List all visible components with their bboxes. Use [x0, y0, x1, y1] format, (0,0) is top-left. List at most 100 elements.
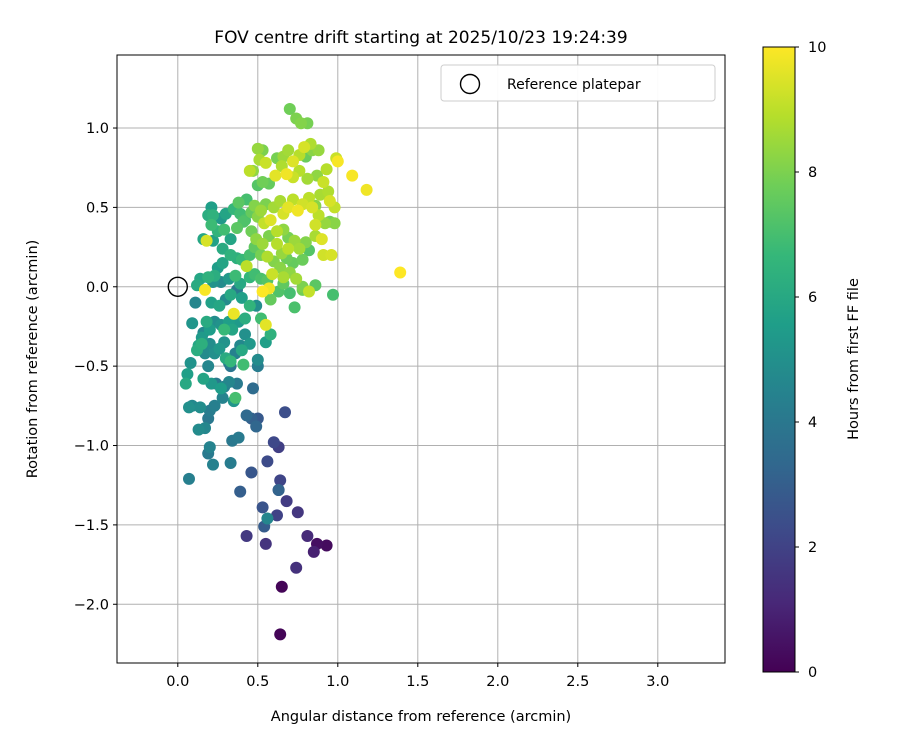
- scatter-point: [271, 237, 283, 250]
- scatter-point: [245, 466, 258, 479]
- colorbar-tick-label: 4: [808, 415, 817, 431]
- scatter-point: [229, 391, 242, 404]
- scatter-point: [291, 204, 304, 217]
- scatter-point: [251, 142, 264, 155]
- scatter-point: [261, 512, 274, 525]
- colorbar-tick-label: 8: [808, 165, 817, 181]
- legend-reference-marker: [459, 73, 481, 95]
- scatter-point: [267, 436, 280, 449]
- scatter-point: [227, 307, 240, 320]
- scatter-point: [181, 368, 194, 381]
- scatter-point: [239, 328, 251, 341]
- scatter-point: [256, 176, 269, 188]
- scatter-point: [229, 269, 242, 282]
- scatter-point: [259, 156, 272, 169]
- scatter-point: [282, 242, 295, 255]
- scatter-point: [296, 253, 309, 266]
- scatter-point: [288, 301, 301, 314]
- scatter-point: [264, 293, 277, 306]
- scatter-point: [207, 458, 219, 471]
- scatter-point: [183, 401, 195, 414]
- scatter-point: [307, 545, 320, 558]
- scatter-point: [301, 172, 314, 185]
- scatter-point: [261, 455, 274, 468]
- scatter-point: [279, 406, 291, 419]
- scatter-point: [189, 296, 202, 309]
- scatter-point: [259, 537, 272, 550]
- colorbar: 0 2 4 6 8 10 Hours from first FF file: [762, 40, 862, 681]
- scatter-point: [274, 261, 287, 274]
- scatter-point: [215, 382, 227, 395]
- scatter-point: [264, 214, 277, 227]
- scatter-point: [179, 377, 192, 390]
- scatter-point: [275, 580, 288, 593]
- scatter-point: [255, 204, 267, 217]
- scatter-point: [216, 257, 229, 269]
- x-tick-label: 0.0: [166, 674, 189, 690]
- scatter-point: [277, 271, 290, 284]
- scatter-point: [282, 144, 295, 157]
- scatter-point: [320, 163, 333, 176]
- colorbar-ticks: 0 2 4 6 8 10: [795, 40, 826, 681]
- scatter-point: [235, 291, 248, 304]
- scatter-point: [239, 312, 251, 325]
- scatter-point: [261, 250, 274, 263]
- scatter-point: [298, 141, 311, 154]
- x-tick-label: 1.0: [326, 674, 349, 690]
- scatter-point: [283, 103, 296, 115]
- scatter-point: [271, 225, 283, 238]
- scatter-point: [235, 344, 248, 357]
- scatter-point: [346, 169, 359, 182]
- y-tick-label: −2.0: [74, 597, 109, 613]
- scatter-point: [213, 342, 226, 355]
- scatter-point: [360, 183, 373, 196]
- scatter-point: [271, 509, 283, 522]
- scatter-point: [207, 209, 219, 222]
- scatter-point: [303, 285, 315, 298]
- scatter-point: [264, 328, 277, 341]
- scatter-point: [224, 233, 237, 246]
- scatter-point: [208, 399, 221, 412]
- scatter-point: [287, 155, 299, 168]
- data-points: [179, 103, 407, 641]
- scatter-point: [291, 506, 304, 519]
- scatter-point: [240, 260, 253, 273]
- scatter-point: [203, 441, 216, 454]
- scatter-point: [247, 382, 259, 395]
- scatter-point: [295, 117, 307, 130]
- colorbar-body: [762, 46, 796, 673]
- scatter-point: [327, 288, 339, 301]
- y-tick-label: −1.0: [74, 439, 109, 455]
- plot-background: [117, 55, 725, 663]
- scatter-point: [306, 201, 319, 214]
- scatter-point: [231, 222, 243, 234]
- scatter-point: [274, 628, 287, 641]
- legend-reference-label: Reference platepar: [507, 77, 641, 93]
- scatter-point: [205, 218, 218, 231]
- scatter-point: [237, 358, 250, 371]
- scatter-point: [243, 337, 256, 350]
- scatter-point: [224, 457, 237, 469]
- colorbar-tick-label: 10: [808, 40, 826, 56]
- x-axis-ticks: 0.0 0.5 1.0 1.5 2.0 2.5 3.0: [166, 663, 669, 690]
- scatter-point: [319, 217, 331, 230]
- scatter-point: [301, 530, 314, 542]
- scatter-point: [250, 420, 263, 433]
- y-axis-label: Rotation from reference (arcmin): [25, 240, 41, 479]
- scatter-point: [283, 287, 296, 300]
- scatter-point: [184, 357, 197, 369]
- legend: Reference platepar: [440, 64, 716, 102]
- x-tick-label: 1.5: [406, 674, 429, 690]
- scatter-point: [224, 355, 237, 368]
- y-tick-label: 1.0: [86, 121, 109, 137]
- colorbar-tick-label: 6: [808, 290, 817, 306]
- y-tick-label: 0.5: [86, 200, 109, 216]
- scatter-point: [197, 372, 210, 385]
- scatter-point: [266, 268, 279, 281]
- scatter-point: [223, 376, 235, 388]
- scatter-point: [331, 155, 344, 168]
- scatter-point: [232, 196, 245, 209]
- scatter-point: [309, 218, 322, 231]
- scatter-point: [218, 223, 231, 236]
- scatter-point: [243, 299, 256, 312]
